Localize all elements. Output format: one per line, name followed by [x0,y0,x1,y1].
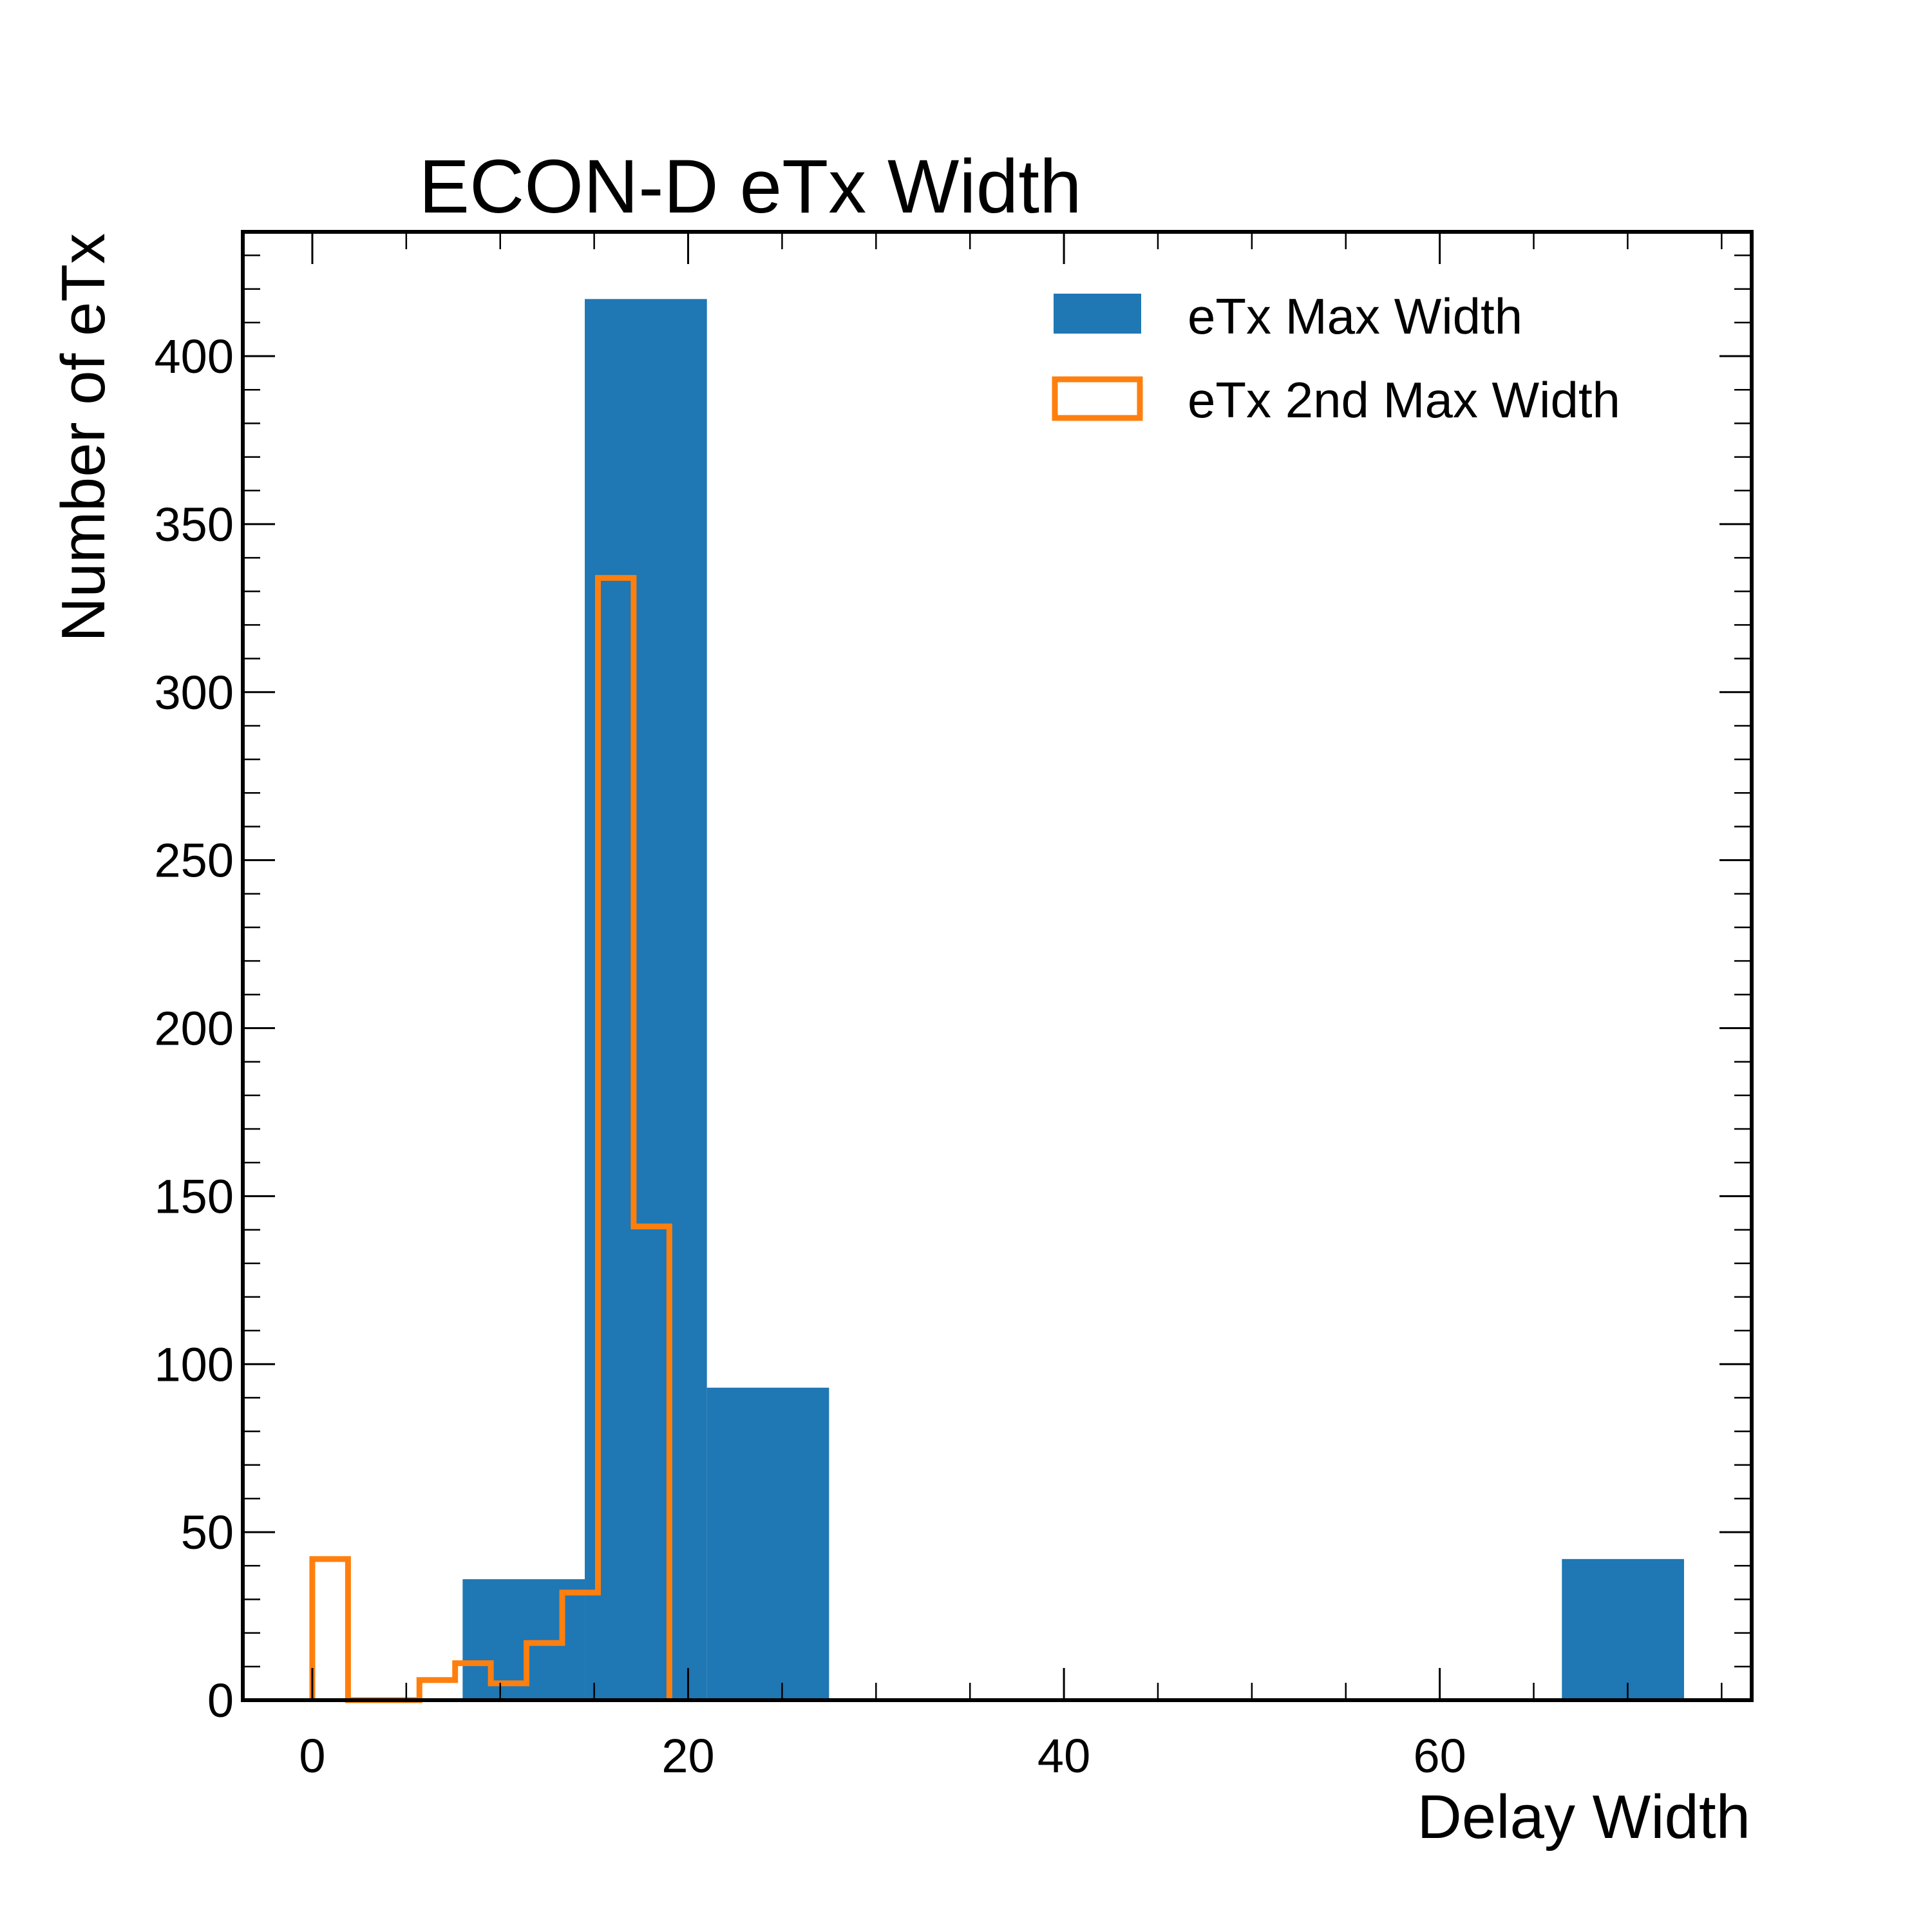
y-tick-label: 350 [155,498,234,551]
histogram-bar-2 [706,1387,829,1700]
y-tick-label: 200 [155,1002,234,1056]
chart-title: ECON-D eTx Width [419,144,1081,229]
legend-label-2nd-max-width: eTx 2nd Max Width [1188,372,1620,428]
legend-swatch-2nd-max-width [1052,376,1143,421]
x-tick-label: 0 [299,1729,325,1783]
y-tick-label: 400 [155,330,234,383]
x-axis-label: Delay Width [1417,1783,1751,1852]
y-tick-label: 0 [207,1674,234,1727]
bars-layer [462,299,1684,1700]
ticks-layer [243,232,1752,1701]
legend: eTx Max Width eTx 2nd Max Width [1052,288,1620,428]
legend-label-max-width: eTx Max Width [1188,288,1522,345]
tick-labels-layer: 0 20 40 60 0 50 100 150 200 250 300 350 400 [155,330,1466,1783]
histogram-bar-3 [1562,1558,1684,1700]
y-tick-label: 100 [155,1338,234,1391]
x-tick-label: 60 [1413,1729,1466,1783]
plot-frame [241,230,1754,1702]
y-axis-label: Number of eTx [49,233,118,642]
y-tick-label: 50 [181,1506,234,1559]
x-tick-label: 40 [1037,1729,1090,1783]
histogram-bar-1 [585,299,707,1700]
y-tick-label: 300 [155,666,234,719]
x-tick-label: 20 [661,1729,714,1783]
y-tick-label: 250 [155,834,234,887]
y-tick-label: 150 [155,1170,234,1223]
legend-swatch-max-width [1054,294,1141,334]
